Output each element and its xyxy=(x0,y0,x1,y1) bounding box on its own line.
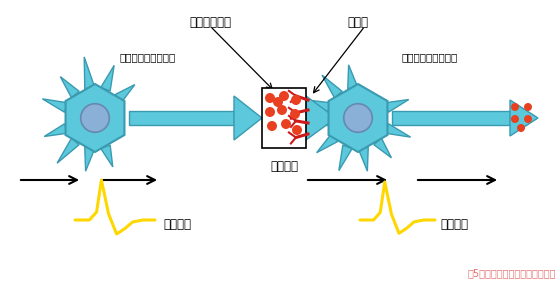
Text: 神経伝達物質: 神経伝達物質 xyxy=(189,16,231,29)
Circle shape xyxy=(511,103,519,111)
Circle shape xyxy=(265,93,275,103)
Circle shape xyxy=(517,124,525,132)
Text: 活動電位: 活動電位 xyxy=(440,218,468,231)
Polygon shape xyxy=(44,124,68,136)
Text: 受容体: 受容体 xyxy=(348,16,368,29)
Circle shape xyxy=(281,119,291,129)
Polygon shape xyxy=(60,77,79,98)
Polygon shape xyxy=(358,147,368,171)
Polygon shape xyxy=(316,134,338,153)
Text: シナプス: シナプス xyxy=(270,160,298,173)
Polygon shape xyxy=(57,138,79,163)
Circle shape xyxy=(279,91,289,101)
Circle shape xyxy=(524,103,532,111)
Polygon shape xyxy=(374,138,391,158)
Polygon shape xyxy=(85,147,95,171)
Bar xyxy=(129,111,234,125)
Text: 活動電位: 活動電位 xyxy=(163,218,191,231)
Text: シナプス後神経細胞: シナプス後神経細胞 xyxy=(402,52,458,62)
Bar xyxy=(324,111,336,125)
Polygon shape xyxy=(385,124,410,137)
Circle shape xyxy=(265,107,275,117)
Polygon shape xyxy=(322,75,342,98)
Polygon shape xyxy=(84,57,95,89)
Circle shape xyxy=(267,121,277,131)
Circle shape xyxy=(524,115,532,123)
Polygon shape xyxy=(329,84,388,152)
Polygon shape xyxy=(115,85,135,102)
Polygon shape xyxy=(339,145,352,171)
Polygon shape xyxy=(101,145,113,167)
Bar xyxy=(262,88,306,148)
Circle shape xyxy=(292,125,302,135)
Circle shape xyxy=(277,105,287,115)
Text: 図5．シナプスにおける情報伝達: 図5．シナプスにおける情報伝達 xyxy=(468,268,556,278)
Polygon shape xyxy=(306,96,336,140)
Polygon shape xyxy=(309,100,331,112)
Text: シナプス前神経細胞: シナプス前神経細胞 xyxy=(120,52,176,62)
Circle shape xyxy=(344,104,372,132)
Circle shape xyxy=(511,115,519,123)
Polygon shape xyxy=(348,65,358,89)
Polygon shape xyxy=(510,100,538,136)
Circle shape xyxy=(290,109,300,119)
Polygon shape xyxy=(234,96,262,140)
Polygon shape xyxy=(66,84,124,152)
Circle shape xyxy=(291,95,301,105)
Polygon shape xyxy=(385,100,409,112)
Circle shape xyxy=(273,97,283,107)
Polygon shape xyxy=(101,65,114,91)
Bar xyxy=(392,111,510,125)
Polygon shape xyxy=(43,99,68,112)
Circle shape xyxy=(81,104,109,132)
